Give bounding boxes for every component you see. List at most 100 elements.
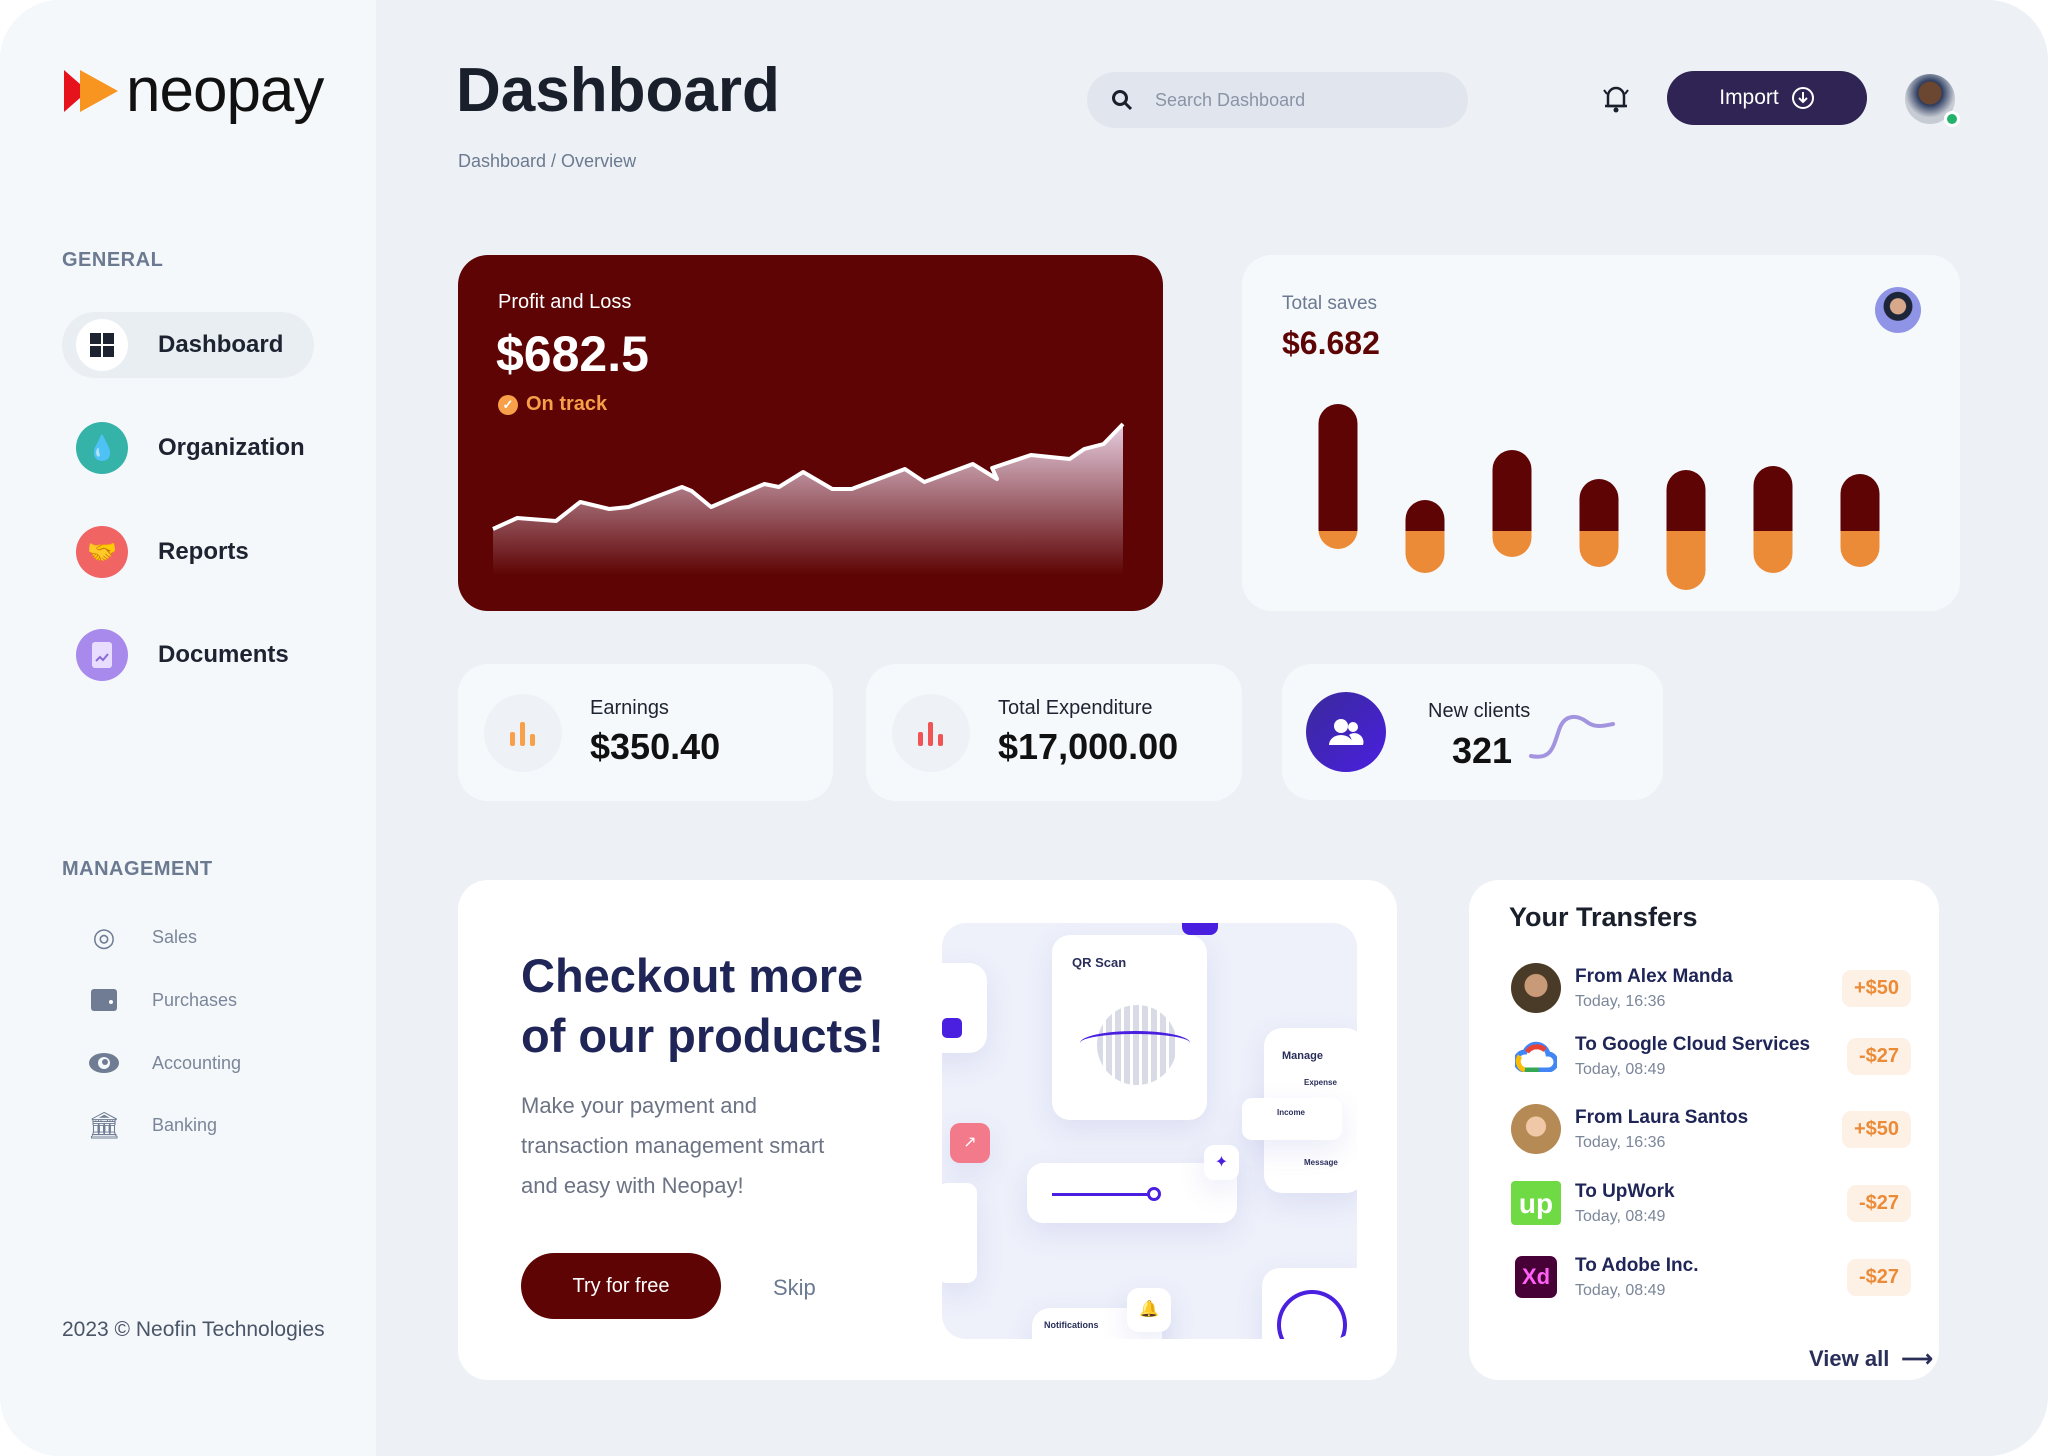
transfer-amount: +$50 bbox=[1841, 1110, 1911, 1148]
logo[interactable]: neopay bbox=[62, 55, 324, 126]
ill-qr-label: QR Scan bbox=[1072, 955, 1127, 970]
saves-bar-top bbox=[1318, 404, 1358, 531]
transfer-name: To Adobe Inc. bbox=[1575, 1254, 1699, 1276]
ill-income-label: Income bbox=[1277, 1108, 1306, 1117]
saves-bar bbox=[1579, 479, 1619, 567]
saves-label: Total saves bbox=[1282, 293, 1378, 314]
transfer-name: To UpWork bbox=[1575, 1180, 1675, 1202]
sidebar-item-banking[interactable]: 🏛 Banking bbox=[88, 1109, 218, 1141]
saves-bar-bottom bbox=[1840, 531, 1880, 567]
transfer-row[interactable]: From Alex Manda Today, 16:36 +$50 bbox=[1511, 958, 1911, 1018]
transfer-time: Today, 16:36 bbox=[1575, 992, 1666, 1010]
try-for-free-button[interactable]: Try for free bbox=[521, 1253, 721, 1319]
transfers-title: Your Transfers bbox=[1509, 902, 1698, 932]
transfer-name: From Laura Santos bbox=[1575, 1106, 1749, 1128]
bell-icon[interactable] bbox=[1600, 82, 1632, 119]
arrow-right-icon: ⟶ bbox=[1901, 1346, 1933, 1371]
scan-line bbox=[1080, 1031, 1190, 1055]
status-badge: ✓ On track bbox=[498, 393, 607, 416]
saves-bar-top bbox=[1666, 470, 1706, 531]
sidebar-item-dashboard[interactable]: Dashboard bbox=[62, 312, 314, 378]
sidebar-item-documents[interactable]: Documents bbox=[62, 622, 289, 688]
saves-bar-bottom bbox=[1492, 531, 1532, 557]
sidebar-item-sales[interactable]: ◎ Sales bbox=[88, 921, 197, 953]
sidebar-item-accounting[interactable]: Accounting bbox=[88, 1047, 241, 1079]
view-all-link[interactable]: View all ⟶ bbox=[1809, 1346, 1933, 1372]
wallet-icon bbox=[88, 984, 120, 1016]
transfer-name: To Google Cloud Services bbox=[1575, 1033, 1811, 1055]
handshake-icon: 🤝 bbox=[76, 526, 128, 578]
total-saves-card: Total saves $6.682 bbox=[1242, 255, 1960, 611]
stat-label: Earnings bbox=[590, 697, 669, 719]
promo-desc-line: and easy with Neopay! bbox=[521, 1173, 744, 1198]
profit-loss-card: Profit and Loss $682.5 ✓ On track bbox=[458, 255, 1163, 611]
ill-message-label: Message bbox=[1304, 1158, 1338, 1167]
earnings-card: Earnings $350.40 bbox=[458, 664, 833, 801]
search-input[interactable] bbox=[1155, 89, 1415, 111]
upwork-icon: up bbox=[1511, 1181, 1561, 1225]
logo-text: neopay bbox=[126, 56, 324, 125]
search-bar[interactable] bbox=[1087, 72, 1468, 128]
ill-vbars bbox=[942, 1183, 977, 1283]
sidebar-item-reports[interactable]: 🤝 Reports bbox=[62, 519, 249, 585]
document-icon bbox=[76, 629, 128, 681]
transfer-amount: -$27 bbox=[1846, 1184, 1911, 1222]
saves-bar-bottom bbox=[1318, 529, 1358, 549]
sidebar-item-label: Sales bbox=[152, 926, 198, 947]
transfer-row[interactable]: From Laura Santos Today, 16:36 +$50 bbox=[1511, 1099, 1911, 1159]
page-title: Dashboard bbox=[456, 56, 780, 125]
adobe-xd-icon: Xd bbox=[1515, 1256, 1557, 1298]
sparkle-icon: ✦ bbox=[1204, 1145, 1239, 1180]
sidebar-item-purchases[interactable]: Purchases bbox=[88, 984, 237, 1016]
products-illustration: QR Scan Manage Expense Message Income ↗ … bbox=[942, 923, 1357, 1339]
transfer-amount: +$50 bbox=[1841, 969, 1911, 1007]
pl-label: Profit and Loss bbox=[498, 291, 632, 313]
transfer-row[interactable]: Xd To Adobe Inc. Today, 08:49 -$27 bbox=[1511, 1247, 1911, 1307]
sidebar-item-label: Organization bbox=[158, 434, 305, 461]
saves-bar-bottom bbox=[1753, 531, 1793, 573]
transfer-row[interactable]: up To UpWork Today, 08:49 -$27 bbox=[1511, 1173, 1911, 1233]
saves-bar-top bbox=[1579, 479, 1619, 531]
section-general: GENERAL bbox=[62, 249, 164, 271]
sidebar-item-organization[interactable]: 💧 Organization bbox=[62, 415, 305, 481]
saves-bar-top bbox=[1753, 466, 1793, 531]
saves-bar bbox=[1840, 474, 1880, 567]
saves-bar-top bbox=[1840, 474, 1880, 531]
promo-desc-line: transaction management smart bbox=[521, 1133, 825, 1158]
promo-desc-line: Make your payment and bbox=[521, 1093, 758, 1118]
saves-bar-bottom bbox=[1405, 531, 1445, 573]
import-button[interactable]: Import bbox=[1667, 71, 1867, 125]
section-management: MANAGEMENT bbox=[62, 858, 213, 880]
saves-bar-chart bbox=[1318, 404, 1880, 590]
transfer-row[interactable]: To Google Cloud Services Today, 08:49 -$2… bbox=[1511, 1026, 1911, 1086]
pl-value: $682.5 bbox=[496, 326, 649, 382]
transfer-time: Today, 16:36 bbox=[1575, 1133, 1666, 1151]
ill-expense-label: Expense bbox=[1304, 1078, 1337, 1087]
trend-sparkline bbox=[1529, 715, 1615, 759]
target-icon: ◎ bbox=[92, 921, 116, 952]
transfer-amount: -$27 bbox=[1846, 1037, 1911, 1075]
saves-bar bbox=[1405, 500, 1445, 573]
promo-title: Checkout more of our products! bbox=[521, 946, 884, 1066]
saves-bar-top bbox=[1492, 450, 1532, 531]
ill-qr-card: QR Scan bbox=[1052, 935, 1207, 1120]
bar-chart-icon bbox=[484, 693, 562, 772]
ill-manage-label: Manage bbox=[1282, 1050, 1323, 1062]
breadcrumb[interactable]: Dashboard / Overview bbox=[458, 151, 637, 171]
pl-line bbox=[492, 422, 1125, 531]
footer-copyright: 2023 © Neofin Technologies bbox=[62, 1318, 325, 1341]
saves-bar-bottom bbox=[1579, 531, 1619, 567]
transfer-time: Today, 08:49 bbox=[1575, 1207, 1666, 1225]
logo-icon bbox=[64, 69, 118, 112]
saves-value: $6.682 bbox=[1282, 325, 1380, 361]
new-clients-card: New clients 321 bbox=[1282, 664, 1663, 800]
skip-button[interactable]: Skip bbox=[773, 1275, 816, 1300]
promo-title-line: of our products! bbox=[521, 1009, 884, 1062]
promo-title-line: Checkout more bbox=[521, 949, 864, 1002]
sidebar-item-label: Banking bbox=[152, 1114, 218, 1135]
saves-bar bbox=[1753, 466, 1793, 573]
saves-avatar[interactable] bbox=[1875, 287, 1921, 333]
online-status-dot bbox=[1944, 111, 1960, 127]
ill-slider-card bbox=[1027, 1163, 1237, 1223]
